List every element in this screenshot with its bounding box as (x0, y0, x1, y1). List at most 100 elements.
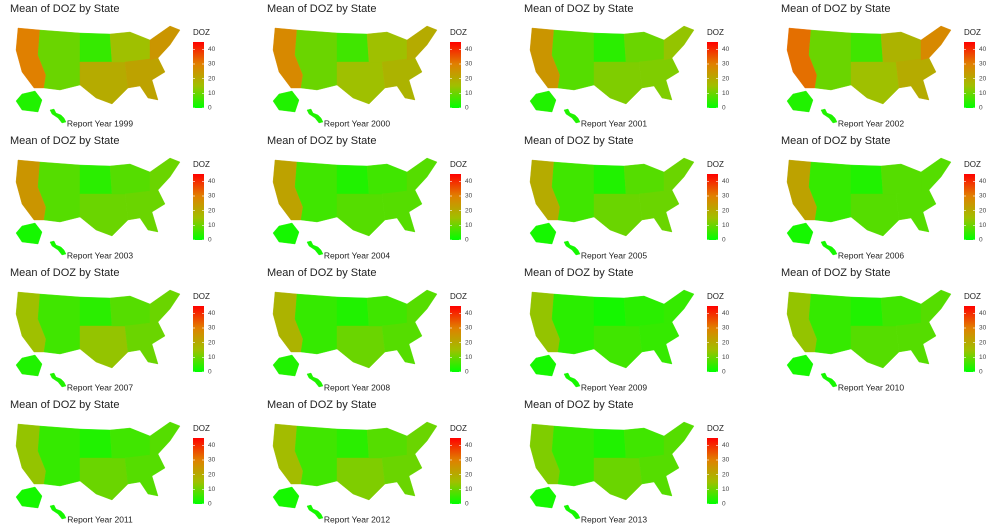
legend-title: DOZ (450, 28, 467, 37)
state-region (407, 158, 437, 192)
state-region (881, 32, 921, 62)
legend-colorbar (193, 42, 204, 108)
legend-title: DOZ (707, 292, 724, 301)
state-region (624, 296, 664, 326)
legend-tick-label: 30 (722, 61, 730, 68)
panel-title: Mean of DOZ by State (10, 135, 119, 147)
legend-tick-label: 40 (208, 46, 216, 53)
legend-tick-label: 20 (208, 339, 216, 346)
legend-tick-label: 20 (722, 75, 730, 82)
legend-tick-label: 0 (465, 105, 469, 112)
legend-title: DOZ (193, 424, 210, 433)
panel-title: Mean of DOZ by State (524, 135, 633, 147)
panel-title: Mean of DOZ by State (267, 135, 376, 147)
state-region (367, 428, 407, 458)
state-region (639, 454, 679, 496)
legend-tick-label: 10 (465, 354, 473, 361)
legend-tick-label: 10 (979, 354, 987, 361)
state-region (639, 322, 679, 364)
state-region (624, 32, 664, 62)
state-region (50, 505, 66, 519)
state-region (664, 158, 694, 192)
legend-tick-label: 10 (979, 222, 987, 229)
legend-tick-label: 0 (208, 105, 212, 112)
state-region (530, 487, 556, 508)
legend-tick-label: 10 (208, 354, 216, 361)
legend-tick-label: 30 (979, 193, 987, 200)
legend-title: DOZ (707, 424, 724, 433)
legend-tick-label: 40 (208, 310, 216, 317)
state-region (821, 109, 837, 123)
state-region (594, 33, 626, 62)
state-region (851, 194, 899, 236)
legend-colorbar (964, 306, 975, 372)
legend-tick-label: 40 (465, 46, 473, 53)
panel-subtitle: Report Year 2006 (838, 250, 904, 260)
state-region (16, 91, 42, 112)
state-region (530, 355, 556, 376)
panel-subtitle: Report Year 2000 (324, 118, 390, 128)
state-region (921, 158, 951, 192)
state-region (337, 62, 385, 104)
state-region (150, 290, 180, 324)
state-region (664, 422, 694, 456)
legend-tick-label: 40 (465, 442, 473, 449)
legend-tick-label: 30 (465, 457, 473, 464)
state-region (80, 33, 112, 62)
legend-colorbar (193, 306, 204, 372)
state-region (821, 241, 837, 255)
state-region (273, 487, 299, 508)
state-region (80, 62, 128, 104)
legend-tick-label: 40 (465, 178, 473, 185)
state-region (80, 297, 112, 326)
panel-subtitle: Report Year 2013 (581, 514, 647, 524)
state-region (80, 458, 128, 500)
legend-colorbar (707, 306, 718, 372)
legend-tick-label: 0 (465, 237, 469, 244)
state-region (564, 109, 580, 123)
state-region (80, 194, 128, 236)
state-region (307, 505, 323, 519)
state-region (639, 190, 679, 232)
state-region (50, 109, 66, 123)
legend-tick-label: 10 (722, 354, 730, 361)
state-region (273, 355, 299, 376)
state-region (80, 165, 112, 194)
legend-tick-label: 40 (979, 46, 987, 53)
legend-tick-label: 30 (208, 457, 216, 464)
legend-tick-label: 30 (979, 325, 987, 332)
panel-title: Mean of DOZ by State (10, 267, 119, 279)
legend-tick-label: 10 (465, 486, 473, 493)
state-region (851, 297, 883, 326)
legend-tick-label: 40 (722, 178, 730, 185)
state-region (273, 91, 299, 112)
state-region (16, 223, 42, 244)
legend-tick-label: 20 (208, 471, 216, 478)
legend-tick-label: 0 (208, 237, 212, 244)
legend-tick-label: 20 (979, 339, 987, 346)
state-region (337, 458, 385, 500)
legend-tick-label: 10 (722, 486, 730, 493)
legend-tick-label: 40 (722, 46, 730, 53)
state-region (530, 223, 556, 244)
legend-title: DOZ (193, 292, 210, 301)
legend-title: DOZ (193, 28, 210, 37)
state-region (564, 505, 580, 519)
state-region (881, 164, 921, 194)
legend-tick-label: 10 (208, 486, 216, 493)
legend-colorbar (707, 438, 718, 504)
state-region (821, 373, 837, 387)
legend-tick-label: 30 (722, 325, 730, 332)
panel-subtitle: Report Year 2009 (581, 382, 647, 392)
panel-subtitle: Report Year 2001 (581, 118, 647, 128)
legend-colorbar (964, 42, 975, 108)
legend-tick-label: 0 (465, 501, 469, 508)
map-grid: Mean of DOZ by StateReport Year 1999DOZ0… (0, 0, 989, 527)
